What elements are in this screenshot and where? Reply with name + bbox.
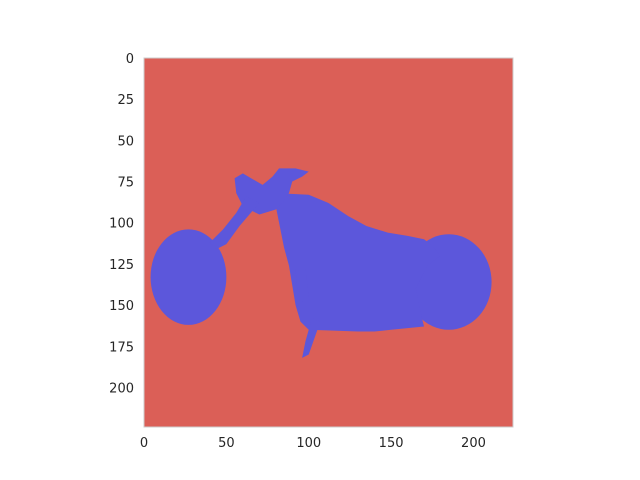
x-tick-label: 0 — [140, 436, 148, 451]
heatmap-image — [144, 58, 513, 427]
y-tick-label: 0 — [126, 52, 134, 67]
mask-kickstand — [302, 318, 321, 358]
x-tick-label: 50 — [218, 436, 235, 451]
y-tick-label: 150 — [109, 299, 134, 314]
x-tick-label: 200 — [461, 436, 486, 451]
x-axis-tick-labels: 0 50 100 150 200 — [140, 436, 486, 451]
y-tick-label: 175 — [109, 340, 134, 355]
x-tick-label: 150 — [379, 436, 404, 451]
x-tick-label: 100 — [296, 436, 321, 451]
y-tick-label: 100 — [109, 217, 134, 232]
mask-fork — [209, 196, 260, 250]
axes-frame — [143, 57, 514, 428]
y-tick-label: 50 — [117, 134, 134, 149]
mask-front-wheel — [150, 229, 227, 325]
mask-body — [275, 193, 441, 332]
motorcycle-mask-region — [150, 168, 492, 358]
mask-exhaust — [295, 268, 309, 302]
y-tick-label: 25 — [117, 93, 134, 108]
y-axis-tick-labels: 0 25 50 75 100 125 150 175 200 — [109, 52, 134, 396]
y-tick-label: 75 — [117, 176, 134, 191]
y-tick-label: 125 — [109, 258, 134, 273]
y-tick-label: 200 — [109, 381, 134, 396]
